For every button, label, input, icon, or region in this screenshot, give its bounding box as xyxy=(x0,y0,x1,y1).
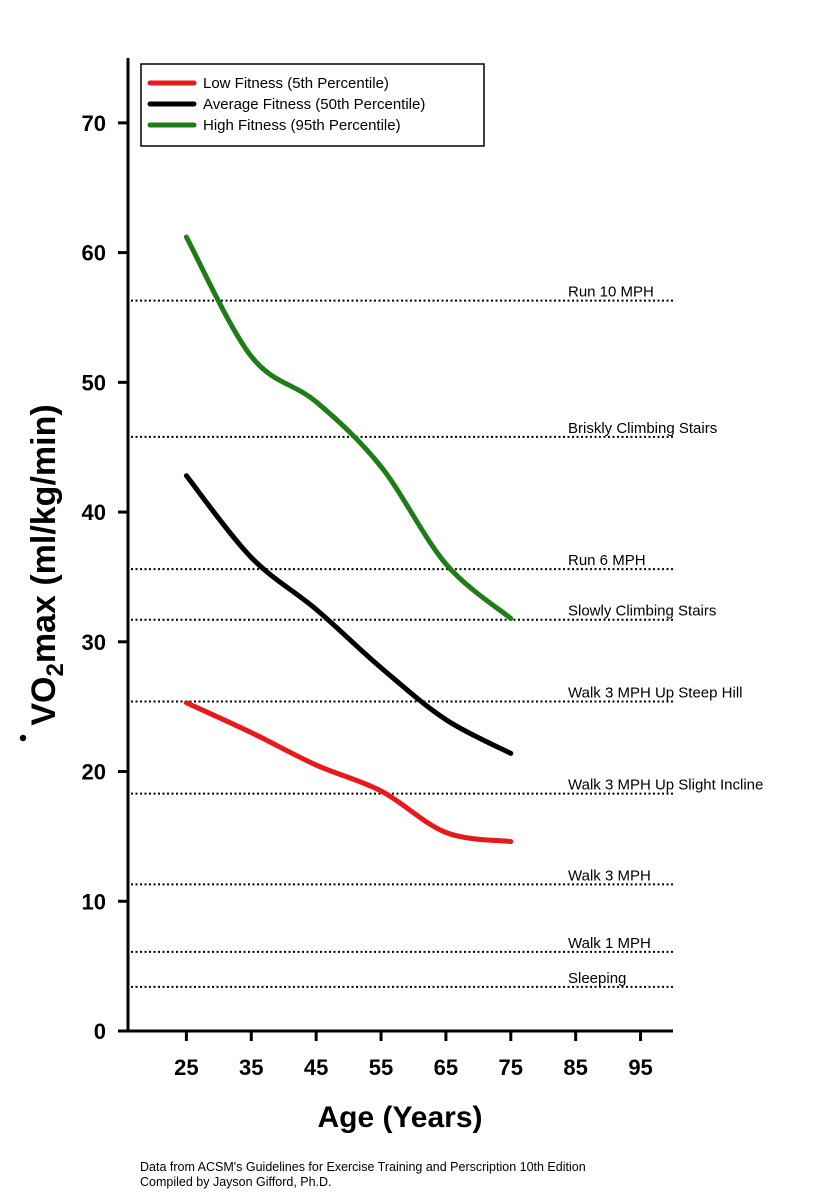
legend-label: High Fitness (95th Percentile) xyxy=(203,117,401,134)
x-tick-label: 65 xyxy=(434,1055,458,1080)
reference-label: Run 10 MPH xyxy=(568,284,654,301)
footer-note: Data from ACSM's Guidelines for Exercise… xyxy=(140,1160,586,1190)
footer-credit: Compiled by Jayson Gifford, Ph.D. xyxy=(140,1175,332,1189)
y-axis-title-text: VO2max (ml/kg/min) xyxy=(25,404,69,725)
y-tick-label: 60 xyxy=(82,241,106,266)
y-tick-label: 40 xyxy=(82,500,106,525)
axes: 0 10 20 30 40 50 60 70 25 35 45 55 65 75 85 95 xyxy=(82,58,673,1080)
x-tick-label: 55 xyxy=(369,1055,393,1080)
series-lines xyxy=(183,234,514,845)
x-tick-label: 35 xyxy=(239,1055,263,1080)
footer-source: Data from ACSM's Guidelines for Exercise… xyxy=(140,1160,586,1174)
series-line xyxy=(183,700,514,845)
y-tick-label: 20 xyxy=(82,760,106,785)
y-tick-label: 0 xyxy=(94,1019,106,1044)
y-axis-title: VO2max (ml/kg/min) xyxy=(19,404,69,742)
y-axis-title-dot xyxy=(19,734,27,742)
y-tick-label: 50 xyxy=(82,370,106,395)
reference-label: Walk 3 MPH xyxy=(568,867,651,884)
x-tick-label: 75 xyxy=(499,1055,523,1080)
reference-label: Sleeping xyxy=(568,970,626,987)
reference-label: Walk 3 MPH Up Steep Hill xyxy=(568,684,743,701)
reference-label: Briskly Climbing Stairs xyxy=(568,420,717,437)
series-line xyxy=(183,473,514,756)
reference-label: Walk 1 MPH xyxy=(568,935,651,952)
legend-label: Average Fitness (50th Percentile) xyxy=(203,96,425,113)
reference-label: Run 6 MPH xyxy=(568,552,646,569)
x-tick-label: 25 xyxy=(174,1055,198,1080)
legend: Low Fitness (5th Percentile) Average Fitn… xyxy=(140,63,485,147)
series-line xyxy=(183,234,514,621)
x-tick-label: 45 xyxy=(304,1055,328,1080)
reference-label: Slowly Climbing Stairs xyxy=(568,603,716,620)
reference-label: Walk 3 MPH Up Slight Incline xyxy=(568,777,763,794)
x-axis-title: Age (Years) xyxy=(317,1101,482,1134)
chart: Run 10 MPH Briskly Climbing Stairs Run 6 M… xyxy=(19,58,763,1134)
y-tick-label: 30 xyxy=(82,630,106,655)
y-tick-label: 10 xyxy=(82,889,106,914)
legend-box xyxy=(140,63,485,147)
y-tick-label: 70 xyxy=(82,111,106,136)
x-tick-label: 85 xyxy=(563,1055,587,1080)
reference-lines: Run 10 MPH Briskly Climbing Stairs Run 6 M… xyxy=(131,284,763,988)
legend-label: Low Fitness (5th Percentile) xyxy=(203,75,389,92)
x-tick-label: 95 xyxy=(628,1055,652,1080)
